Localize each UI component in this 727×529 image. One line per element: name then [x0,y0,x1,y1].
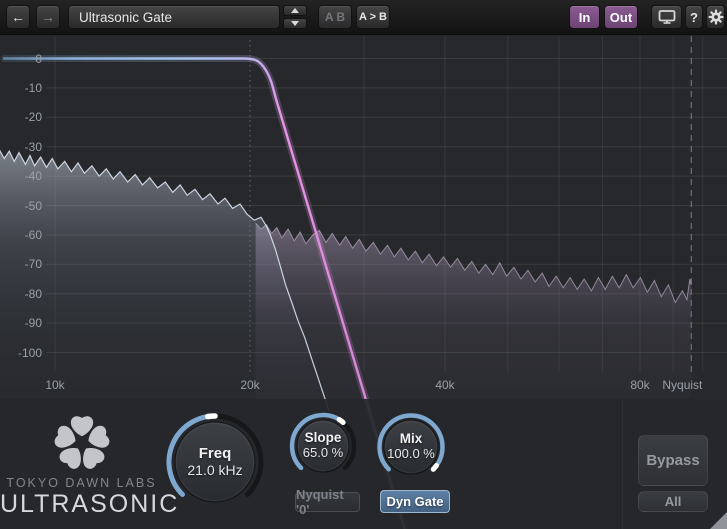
freq-knob-part [176,423,254,501]
freq-knob-part [166,413,218,498]
triangle-down-icon [291,21,299,26]
arrow-right-icon: → [41,9,55,25]
gear-icon [708,9,723,25]
nyquist-zero-button[interactable]: Nyquist '0' [295,487,360,517]
triangle-up-icon [291,8,299,13]
freq-knob[interactable] [160,407,270,517]
input-meter-toggle[interactable]: In [569,5,600,29]
preset-forward-button[interactable]: → [36,5,60,29]
ab-compare-button[interactable]: A B [318,5,352,29]
slope-knob-part [298,421,348,471]
display-options-button[interactable] [651,5,682,29]
freq-knob-part [174,421,256,503]
slope-knob-part [289,412,346,471]
flower-petal [88,425,110,448]
mix-knob[interactable] [375,411,447,483]
settings-button[interactable] [706,5,725,29]
help-button[interactable]: ? [685,5,703,29]
flower-petal [83,448,105,469]
company-name: TOKYO DAWN LABS [6,476,157,490]
flower-petal [70,416,94,437]
mix-knob-part [430,462,440,472]
all-button[interactable]: All [638,491,708,512]
preset-back-button[interactable]: ← [6,5,30,29]
output-meter-toggle[interactable]: Out [604,5,638,29]
toolbar: ← → Ultrasonic Gate A B A > B In Out ? [0,0,727,35]
arrow-left-icon: ← [11,9,25,25]
slope-knob-part [336,417,346,425]
preset-selector[interactable]: Ultrasonic Gate [68,5,280,29]
panel-separator [622,400,623,529]
preset-down-button[interactable] [283,18,307,29]
resize-handle[interactable] [710,512,727,529]
dyn-gate-button[interactable]: Dyn Gate [380,490,450,513]
bypass-button[interactable]: Bypass [638,435,708,486]
mix-knob-part [385,421,437,473]
mix-knob-part [383,419,439,475]
product-name: ULTRASONIC [0,490,180,518]
input-spectrum-edge [255,222,692,304]
flower-petal [59,448,81,469]
tdr-flower-logo [54,416,110,469]
monitor-icon [658,10,675,24]
slope-knob-part [296,419,350,473]
filter-curve[interactable] [2,57,406,529]
control-panel [0,399,727,529]
output-spectrum-edge [0,149,330,412]
a-to-b-copy-button[interactable]: A > B [356,5,390,29]
gear-hole [713,15,718,19]
freq-knob-part [205,413,218,420]
mix-knob-part [377,413,445,472]
slope-knob[interactable] [287,410,359,482]
flower-petal [54,425,76,448]
preset-up-button[interactable] [283,5,307,16]
